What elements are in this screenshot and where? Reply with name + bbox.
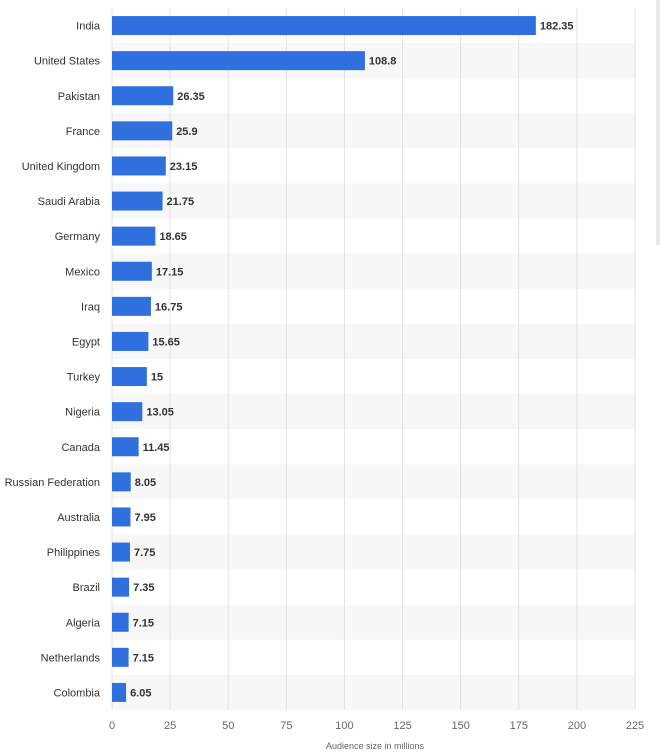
value-label: 25.9	[176, 126, 197, 138]
value-labels: 182.35 108.8 26.35 25.9 23.15 21.75 18.65 17.15…	[130, 21, 573, 700]
row-stripes	[112, 43, 635, 710]
bar	[112, 402, 143, 422]
value-label: 7.35	[133, 582, 154, 594]
x-tick-label: 200	[568, 720, 586, 732]
category-label: United Kingdom	[22, 161, 100, 173]
value-label: 17.15	[156, 266, 184, 278]
x-tick-label: 100	[335, 720, 353, 732]
category-label: Saudi Arabia	[38, 196, 101, 208]
category-label: Canada	[61, 442, 100, 454]
bar	[112, 507, 131, 527]
category-label: Russian Federation	[5, 477, 100, 489]
category-label: Iraq	[81, 301, 100, 313]
category-label: Mexico	[65, 266, 100, 278]
bar	[112, 296, 151, 316]
bar	[112, 121, 173, 141]
bar	[112, 542, 131, 562]
bar	[112, 16, 536, 36]
row-stripe	[112, 604, 635, 640]
scrollbar-edge	[656, 0, 660, 245]
category-label: Algeria	[66, 617, 101, 629]
category-label: India	[76, 21, 101, 33]
x-tick-label: 0	[109, 720, 115, 732]
bar	[112, 51, 365, 71]
bar	[112, 331, 149, 351]
x-axis-ticks: 0 25 50 75 100 125 150 175 200 225	[109, 720, 644, 732]
category-label: Germany	[55, 231, 101, 243]
category-label: United States	[34, 56, 101, 68]
value-label: 23.15	[170, 161, 198, 173]
row-stripe	[112, 674, 635, 710]
x-tick-label: 25	[164, 720, 176, 732]
bar	[112, 437, 139, 457]
x-tick-label: 175	[510, 720, 528, 732]
value-label: 16.75	[155, 301, 183, 313]
bar	[112, 577, 130, 597]
value-label: 18.65	[159, 231, 187, 243]
x-tick-label: 225	[626, 720, 644, 732]
category-label: Pakistan	[58, 91, 100, 103]
x-axis-title: Audience size in millions	[326, 741, 425, 751]
bars	[112, 16, 536, 702]
bar	[112, 156, 166, 176]
value-label: 7.15	[133, 617, 154, 629]
bar	[112, 647, 129, 667]
bar	[112, 367, 147, 387]
value-label: 182.35	[540, 21, 574, 33]
value-label: 7.95	[134, 512, 155, 524]
value-label: 108.8	[369, 56, 397, 68]
bar	[112, 191, 163, 211]
category-labels: India United States Pakistan France United K…	[5, 21, 101, 700]
category-label: Philippines	[47, 547, 101, 559]
x-tick-label: 50	[222, 720, 234, 732]
bar	[112, 86, 174, 106]
bar	[112, 226, 156, 246]
category-label: Australia	[57, 512, 101, 524]
row-stripe	[112, 464, 635, 500]
category-label: Nigeria	[65, 407, 101, 419]
x-tick-label: 150	[451, 720, 469, 732]
value-label: 13.05	[146, 407, 174, 419]
x-tick-label: 75	[280, 720, 292, 732]
row-stripe	[112, 534, 635, 570]
category-label: Brazil	[72, 582, 100, 594]
bar	[112, 612, 129, 632]
category-label: Egypt	[72, 336, 100, 348]
bar	[112, 472, 131, 492]
category-label: Netherlands	[41, 652, 101, 664]
value-label: 7.15	[133, 652, 154, 664]
row-stripe	[112, 183, 635, 219]
value-label: 7.75	[134, 547, 155, 559]
value-label: 15.65	[152, 336, 180, 348]
value-label: 11.45	[143, 442, 170, 454]
category-label: France	[66, 126, 100, 138]
value-label: 21.75	[167, 196, 195, 208]
value-label: 26.35	[177, 91, 205, 103]
row-stripe	[112, 323, 635, 359]
bar	[112, 261, 152, 281]
value-label: 8.05	[135, 477, 156, 489]
bar	[112, 682, 127, 702]
category-label: Turkey	[67, 372, 101, 384]
value-label: 15	[151, 372, 163, 384]
row-stripe	[112, 113, 635, 149]
row-stripe	[112, 394, 635, 430]
value-label: 6.05	[130, 687, 151, 699]
x-tick-label: 125	[393, 720, 411, 732]
row-stripe	[112, 253, 635, 289]
category-label: Colombia	[54, 687, 101, 699]
